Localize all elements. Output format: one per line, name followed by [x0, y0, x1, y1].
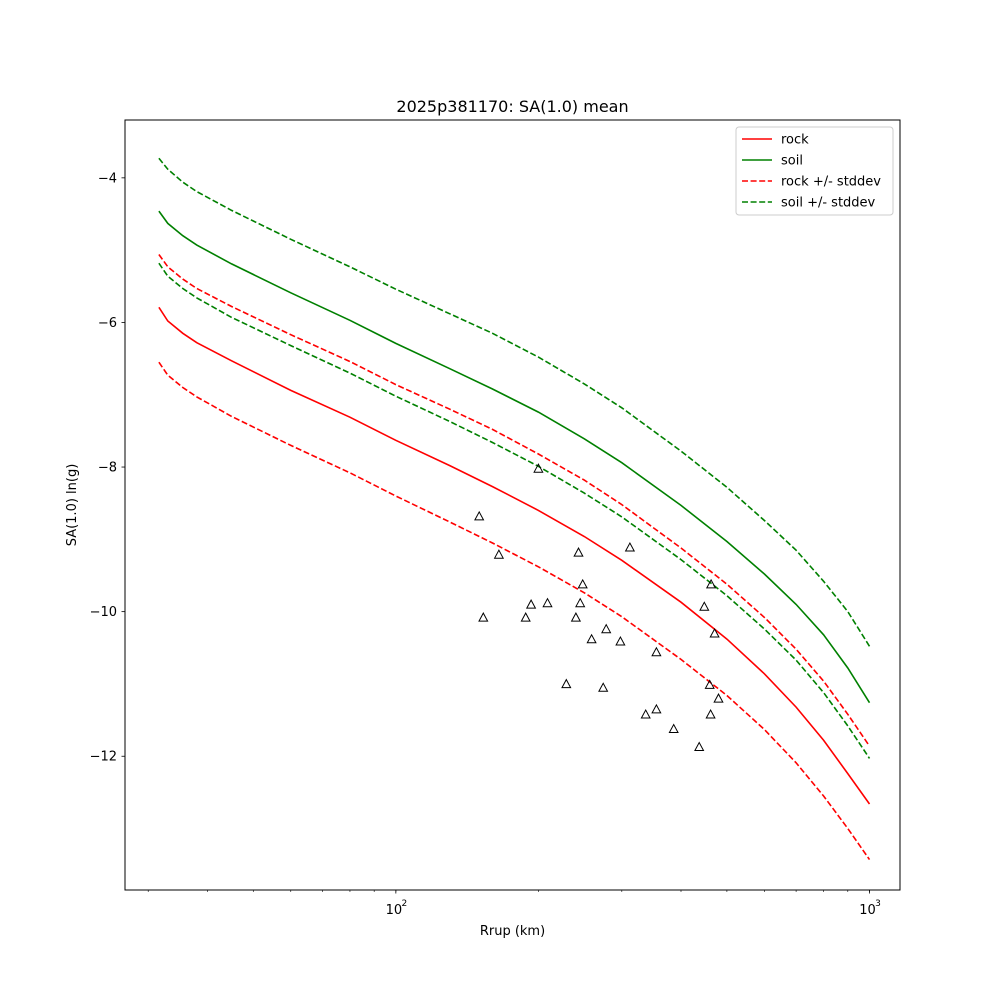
observation-marker — [575, 597, 586, 608]
y-tick-label: −8 — [98, 461, 117, 476]
y-tick-label: −12 — [90, 750, 117, 765]
observation-marker — [586, 633, 597, 644]
series-line-soil-stddev-0 — [158, 157, 871, 647]
x-tick-label: 10 — [859, 903, 876, 918]
observation-markers — [474, 463, 724, 751]
legend-label: rock — [781, 133, 809, 148]
observation-marker — [520, 612, 531, 622]
observation-marker — [699, 601, 710, 611]
observation-marker — [704, 679, 715, 689]
legend-label: soil — [781, 154, 803, 169]
observation-marker — [542, 597, 553, 608]
observation-marker — [570, 612, 582, 622]
y-axis-label: SA(1.0) ln(g) — [65, 464, 80, 547]
legend-items: rock soil rock +/- stddev soil +/- stddev — [742, 133, 881, 211]
observation-marker — [601, 623, 612, 634]
y-tick-label: −4 — [98, 171, 117, 186]
observation-marker — [651, 703, 662, 714]
y-tick-label: −6 — [98, 316, 117, 331]
observation-marker — [493, 549, 505, 559]
y-tick-label: −10 — [90, 605, 117, 620]
legend-label: soil +/- stddev — [781, 196, 876, 211]
observation-marker — [615, 635, 626, 646]
x-tick-exponent: 3 — [875, 899, 881, 909]
x-tick-label: 10 — [386, 903, 403, 918]
series-line-rock-stddev-2 — [158, 254, 871, 747]
legend-box — [735, 126, 894, 216]
observation-marker — [598, 682, 609, 692]
observation-marker — [705, 578, 717, 589]
chart-title: 2025p381170: SA(1.0) mean — [396, 97, 628, 116]
observation-marker — [577, 578, 588, 589]
y-axis-ticks: −12 −10 −8 −6 −4 — [90, 171, 125, 765]
observation-marker — [561, 678, 572, 689]
observation-marker — [478, 612, 489, 622]
x-tick-exponent: 2 — [401, 899, 407, 909]
x-axis-ticks: 10 2 10 3 — [147, 890, 881, 918]
observation-marker — [713, 693, 724, 703]
series-line-rock-stddev-5 — [158, 361, 871, 861]
x-axis-label: Rrup (km) — [480, 924, 545, 939]
observation-marker — [474, 510, 485, 521]
observation-marker — [533, 463, 544, 473]
observation-marker — [668, 723, 679, 733]
observation-marker — [640, 708, 651, 719]
observation-marker — [694, 741, 705, 751]
legend: rock soil rock +/- stddev soil +/- stddev — [735, 126, 894, 216]
observation-marker — [709, 627, 720, 638]
observation-marker — [525, 599, 537, 609]
series-line-soil-1 — [158, 210, 871, 704]
series-line-soil-stddev-3 — [158, 262, 871, 759]
plot-frame — [124, 119, 901, 891]
series-layer — [158, 157, 871, 861]
observation-marker — [705, 708, 716, 719]
legend-label: rock +/- stddev — [781, 175, 881, 190]
observation-marker — [651, 646, 662, 657]
observation-marker — [624, 541, 636, 552]
observation-marker — [573, 547, 584, 557]
series-line-rock-4 — [158, 306, 871, 805]
